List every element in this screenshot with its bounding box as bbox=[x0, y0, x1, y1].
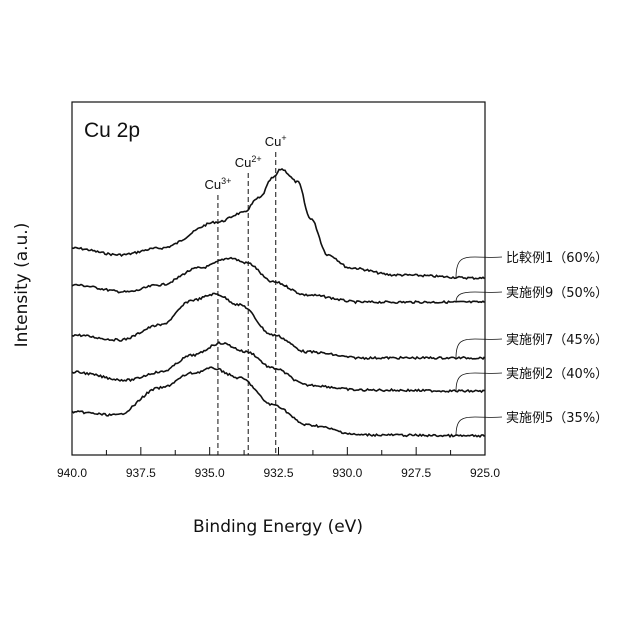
y-axis-title: Intensity (a.u.) bbox=[12, 223, 32, 348]
chart-title: Cu 2p bbox=[84, 119, 140, 142]
spectrum-line bbox=[71, 168, 486, 280]
x-tick-label: 937.5 bbox=[126, 466, 156, 480]
legend-label: 実施例2（40%） bbox=[506, 366, 608, 382]
spectrum-line bbox=[71, 366, 486, 439]
legend-leader-line bbox=[455, 416, 503, 436]
x-tick-label: 940.0 bbox=[57, 466, 87, 480]
x-tick-label: 935.0 bbox=[195, 466, 225, 480]
legend-label: 比較例1（60%） bbox=[506, 251, 608, 266]
x-tick-label: 932.5 bbox=[263, 466, 293, 480]
legend-label: 実施例5（35%） bbox=[506, 410, 608, 426]
legend-leader-line bbox=[455, 291, 503, 303]
legend-leader-line bbox=[455, 372, 503, 392]
x-axis-title: Binding Energy (eV) bbox=[193, 517, 363, 537]
spectrum-line bbox=[71, 292, 486, 361]
legend-leader-line bbox=[455, 256, 503, 279]
reference-label: Cu3+ bbox=[204, 176, 231, 192]
plot-frame bbox=[71, 101, 486, 456]
legend-label: 実施例7（45%） bbox=[506, 332, 608, 348]
x-tick-label: 930.0 bbox=[332, 466, 362, 480]
reference-label: Cu2+ bbox=[235, 154, 262, 170]
x-tick-label: 925.0 bbox=[470, 466, 500, 480]
reference-label: Cu+ bbox=[265, 133, 287, 149]
spectrum-line bbox=[71, 341, 485, 394]
spectrum-line bbox=[71, 256, 485, 305]
x-tick-label: 927.5 bbox=[401, 466, 431, 480]
legend-leader-line bbox=[455, 338, 503, 358]
legend-label: 実施例9（50%） bbox=[506, 285, 608, 301]
